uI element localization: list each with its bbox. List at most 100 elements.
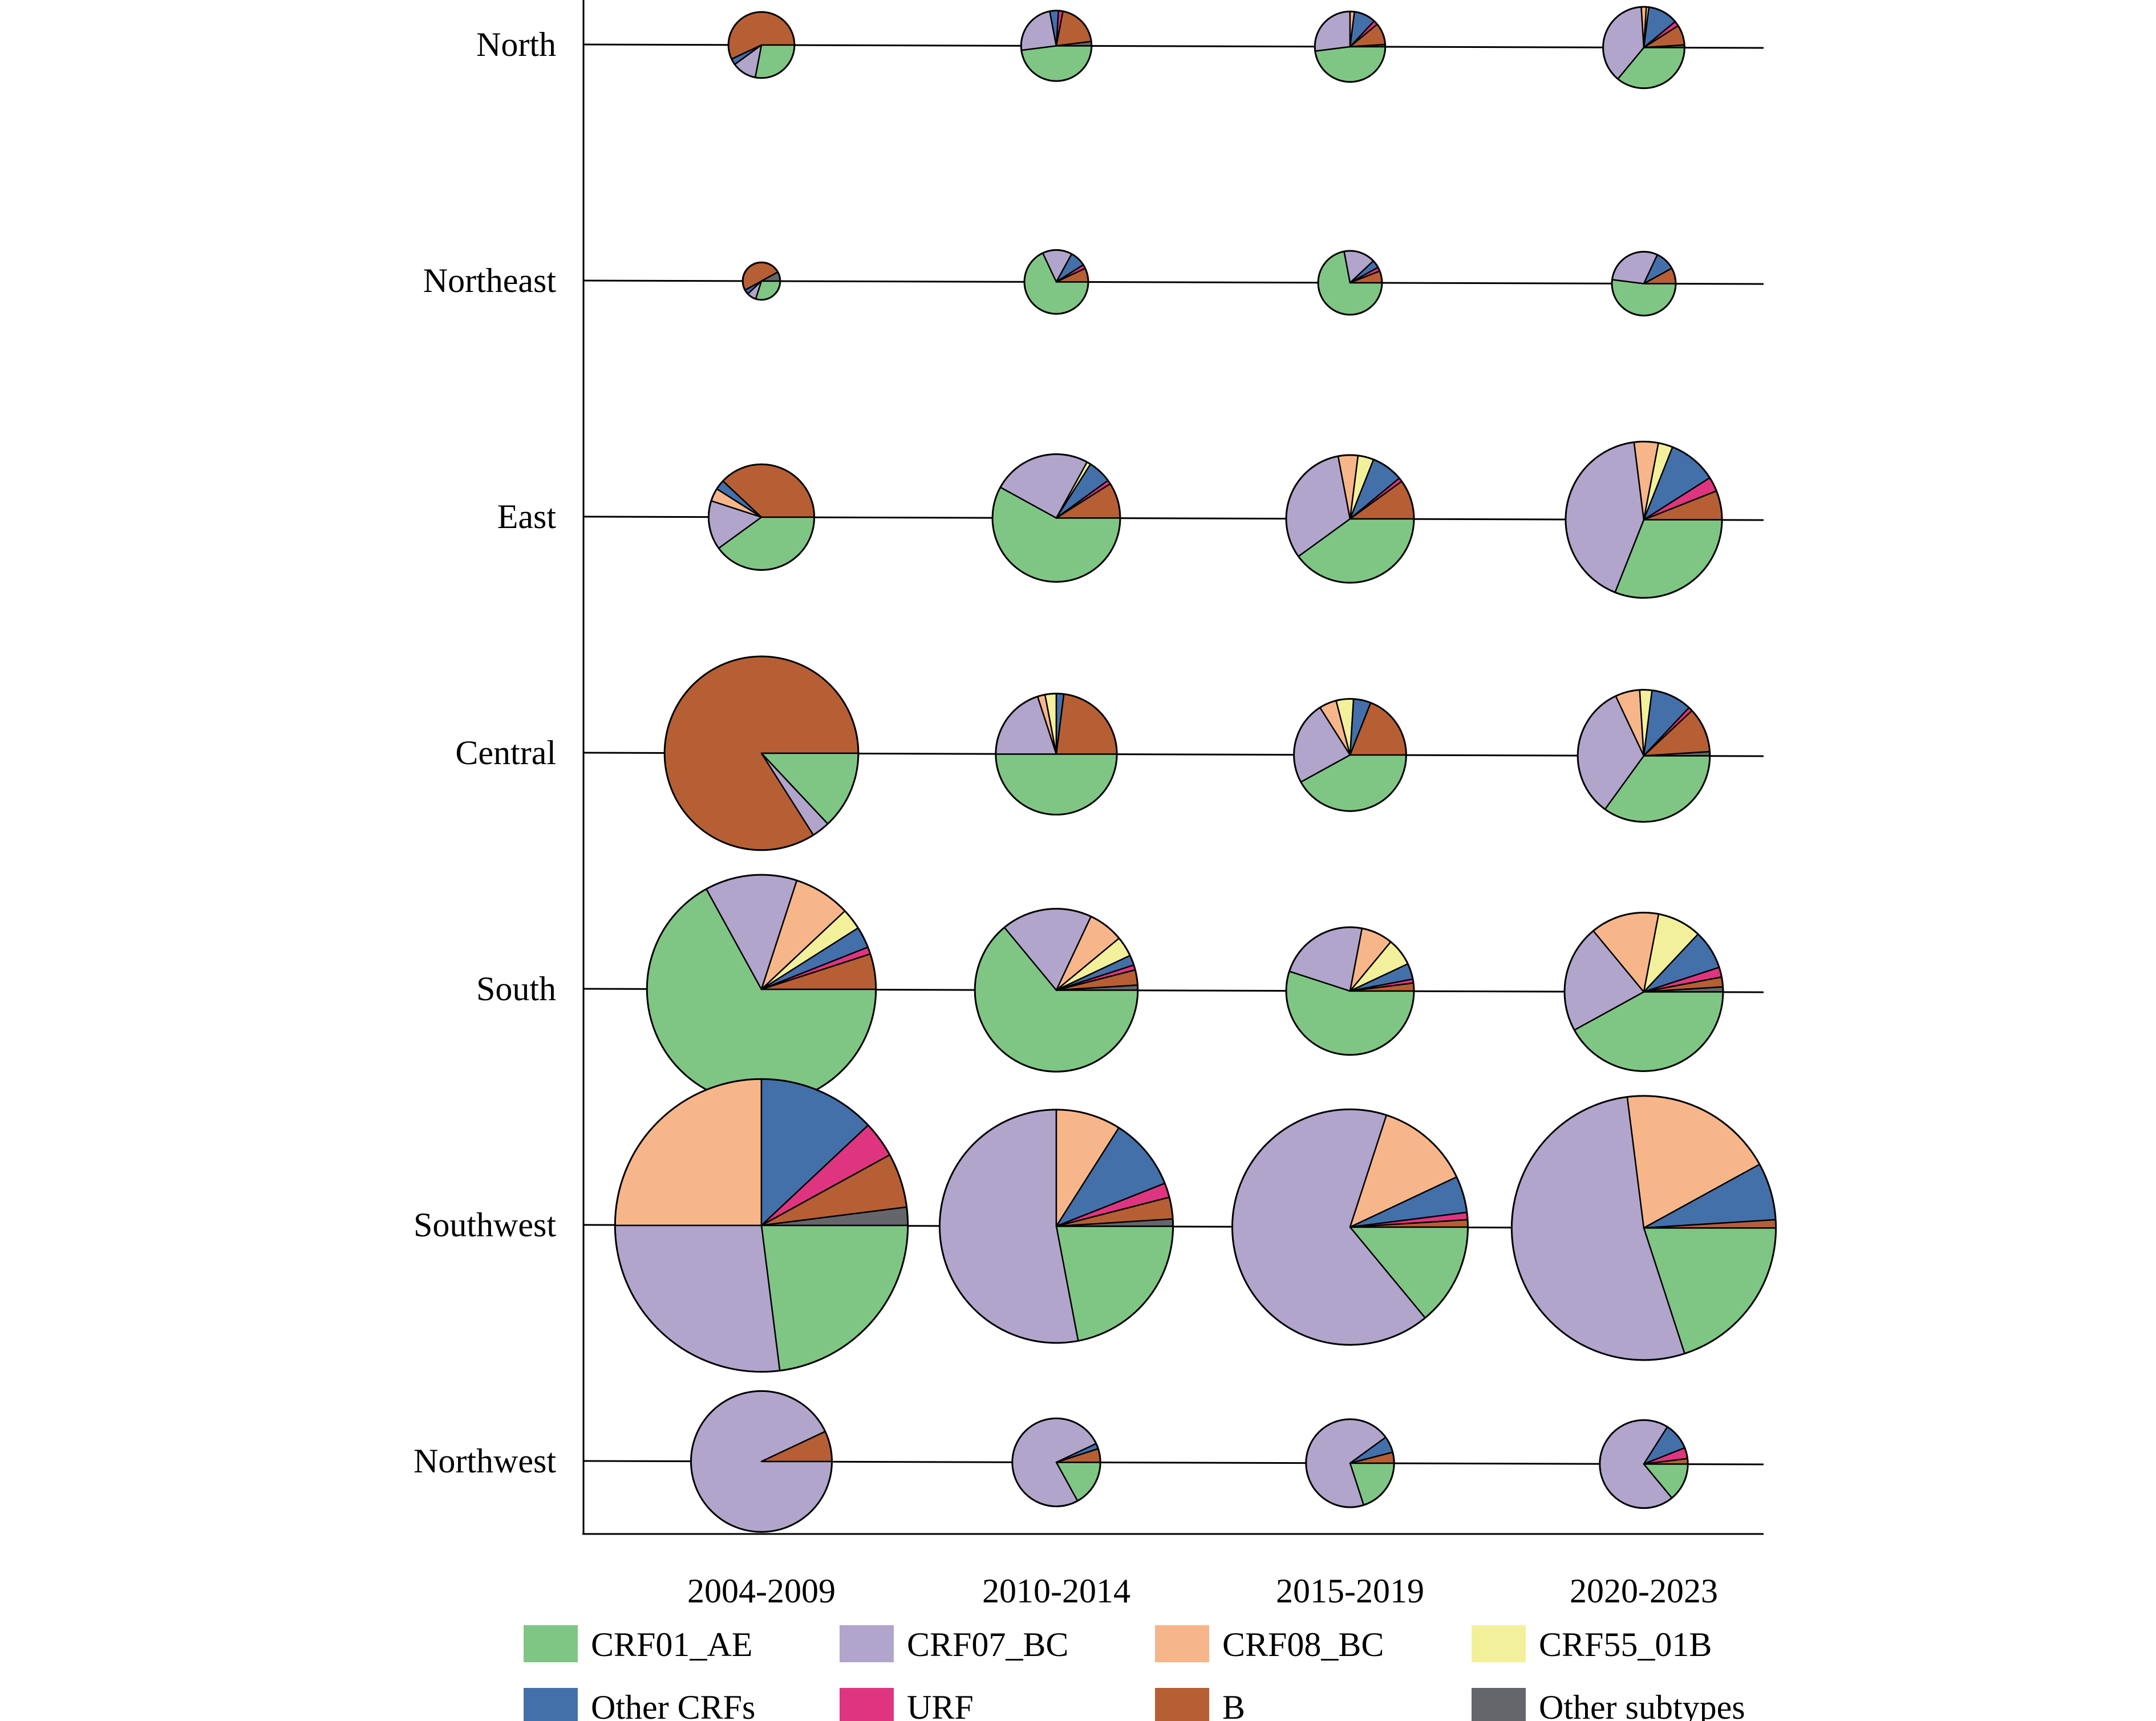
- axes: [582, 0, 1764, 1535]
- legend-swatch-b: [1155, 1688, 1209, 1721]
- region-label-central: Central: [455, 734, 556, 772]
- pie-central-2004-2009: [663, 655, 860, 851]
- pie-north-2015-2019: [1314, 10, 1387, 83]
- pie-south-2004-2009: [646, 874, 877, 1105]
- legend-swatch-other-crfs: [524, 1688, 578, 1721]
- legend-label-crf08-bc: CRF08_BC: [1222, 1626, 1384, 1663]
- period-label-2010-2014: 2010-2014: [982, 1572, 1130, 1610]
- legend-item-urf: URF: [840, 1688, 974, 1721]
- pie-outline: [741, 261, 781, 301]
- legend-label-b: B: [1222, 1688, 1245, 1721]
- legend-label-other-subtypes: Other subtypes: [1539, 1688, 1745, 1721]
- pie-central-2015-2019: [1293, 697, 1407, 812]
- pie-east-2020-2023: [1565, 440, 1723, 599]
- legend-swatch-crf01-ae: [524, 1625, 578, 1662]
- pie-outline: [1317, 250, 1383, 316]
- pie-outline: [727, 11, 796, 79]
- pie-outline: [974, 908, 1139, 1073]
- legend-label-crf07-bc: CRF07_BC: [907, 1626, 1068, 1663]
- pie-outline: [938, 1109, 1174, 1344]
- pie-outline: [663, 655, 860, 851]
- period-label-2015-2019: 2015-2019: [1276, 1572, 1424, 1610]
- pie-east-2010-2014: [991, 453, 1121, 583]
- pie-outline: [690, 1390, 833, 1533]
- pie-south-2020-2023: [1563, 911, 1724, 1072]
- pie-outline: [1305, 1418, 1395, 1508]
- pie-north-2004-2009: [727, 11, 796, 79]
- legend-label-crf55-01b: CRF55_01B: [1539, 1626, 1712, 1663]
- legend-item-other-crfs: Other CRFs: [524, 1688, 755, 1721]
- region-label-east: East: [497, 498, 557, 535]
- region-label-northeast: Northeast: [423, 262, 557, 299]
- pie-outline: [1231, 1108, 1469, 1346]
- region-label-north: North: [476, 26, 556, 63]
- region-label-northwest: Northwest: [414, 1442, 556, 1480]
- slice-southwest-2004-2009-crf08-bc: [614, 1078, 763, 1227]
- slice-northeast-2020-2023-crf01-ae: [1611, 279, 1677, 316]
- pie-northwest-2004-2009: [690, 1390, 833, 1533]
- pie-outline: [1020, 10, 1093, 82]
- pie-outline: [1565, 440, 1723, 599]
- pie-southwest-2020-2023: [1510, 1095, 1777, 1361]
- slice-central-2010-2014-b: [1055, 693, 1118, 755]
- pie-outline: [1293, 697, 1407, 812]
- pie-outline: [995, 692, 1118, 816]
- legend-item-other-subtypes: Other subtypes: [1472, 1688, 1745, 1721]
- pie-northeast-2015-2019: [1317, 250, 1383, 316]
- legend-label-urf: URF: [907, 1688, 974, 1721]
- pie-northeast-2010-2014: [1023, 249, 1089, 315]
- pie-southwest-2015-2019: [1231, 1108, 1469, 1346]
- slice-north-2015-2019-crf01-ae: [1314, 46, 1387, 83]
- pie-northwest-2010-2014: [1011, 1417, 1101, 1508]
- legend-item-crf07-bc: CRF07_BC: [840, 1625, 1068, 1663]
- pie-north-2020-2023: [1602, 6, 1685, 90]
- pie-outline: [1510, 1095, 1777, 1361]
- pie-outline: [1285, 926, 1415, 1056]
- legend-swatch-other-subtypes: [1472, 1688, 1526, 1721]
- legend-item-crf55-01b: CRF55_01B: [1472, 1625, 1712, 1663]
- pie-outline: [1577, 689, 1711, 823]
- pie-outline: [1599, 1419, 1689, 1509]
- legend-label-other-crfs: Other CRFs: [591, 1688, 755, 1721]
- pie-central-2020-2023: [1577, 689, 1711, 823]
- period-label-2004-2009: 2004-2009: [687, 1572, 836, 1610]
- pie-south-2015-2019: [1285, 926, 1415, 1056]
- slice-central-2010-2014-crf01-ae: [995, 753, 1118, 815]
- pie-northwest-2015-2019: [1305, 1418, 1395, 1508]
- pie-southwest-2010-2014: [938, 1109, 1174, 1344]
- legend-swatch-crf55-01b: [1472, 1625, 1526, 1662]
- pie-outline: [1285, 454, 1415, 584]
- pie-outline: [1011, 1417, 1101, 1508]
- pie-outline: [707, 463, 816, 571]
- pie-outline: [991, 453, 1121, 583]
- legend-item-b: B: [1155, 1688, 1245, 1721]
- pie-southwest-2004-2009: [614, 1078, 909, 1373]
- slice-north-2015-2019-crf07-bc: [1314, 10, 1351, 52]
- pie-east-2004-2009: [707, 463, 816, 571]
- pie-south-2010-2014: [974, 908, 1139, 1073]
- region-labels: North Northeast East Central South Southwest N…: [414, 26, 556, 1480]
- pie-outline: [1611, 250, 1677, 316]
- slice-north-2010-2014-crf01-ae: [1020, 45, 1093, 82]
- legend-swatch-crf07-bc: [840, 1625, 894, 1662]
- pie-outline: [1563, 911, 1724, 1072]
- period-labels: 2004-2009 2010-2014 2015-2019 2020-2023: [687, 1572, 1718, 1610]
- legend-swatch-crf08-bc: [1155, 1625, 1209, 1662]
- slice-southwest-2004-2009-crf01-ae: [760, 1224, 909, 1371]
- pie-northeast-2004-2009: [741, 261, 781, 301]
- pie-outline: [1023, 249, 1089, 315]
- legend-swatch-urf: [840, 1688, 894, 1721]
- pie-northeast-2020-2023: [1611, 250, 1677, 316]
- region-label-south: South: [476, 970, 556, 1008]
- legend-label-crf01-ae: CRF01_AE: [591, 1626, 752, 1663]
- legend: CRF01_AE CRF07_BC CRF08_BC CRF55_01B Other C…: [524, 1625, 1745, 1721]
- pie-outline: [1314, 10, 1387, 83]
- region-label-southwest: Southwest: [414, 1206, 556, 1244]
- pie-central-2010-2014: [995, 692, 1118, 816]
- legend-item-crf08-bc: CRF08_BC: [1155, 1625, 1384, 1663]
- pie-northwest-2020-2023: [1599, 1419, 1689, 1509]
- pie-outline: [1602, 6, 1685, 90]
- slice-southwest-2004-2009-crf07-bc: [614, 1224, 781, 1373]
- pies: [614, 6, 1777, 1533]
